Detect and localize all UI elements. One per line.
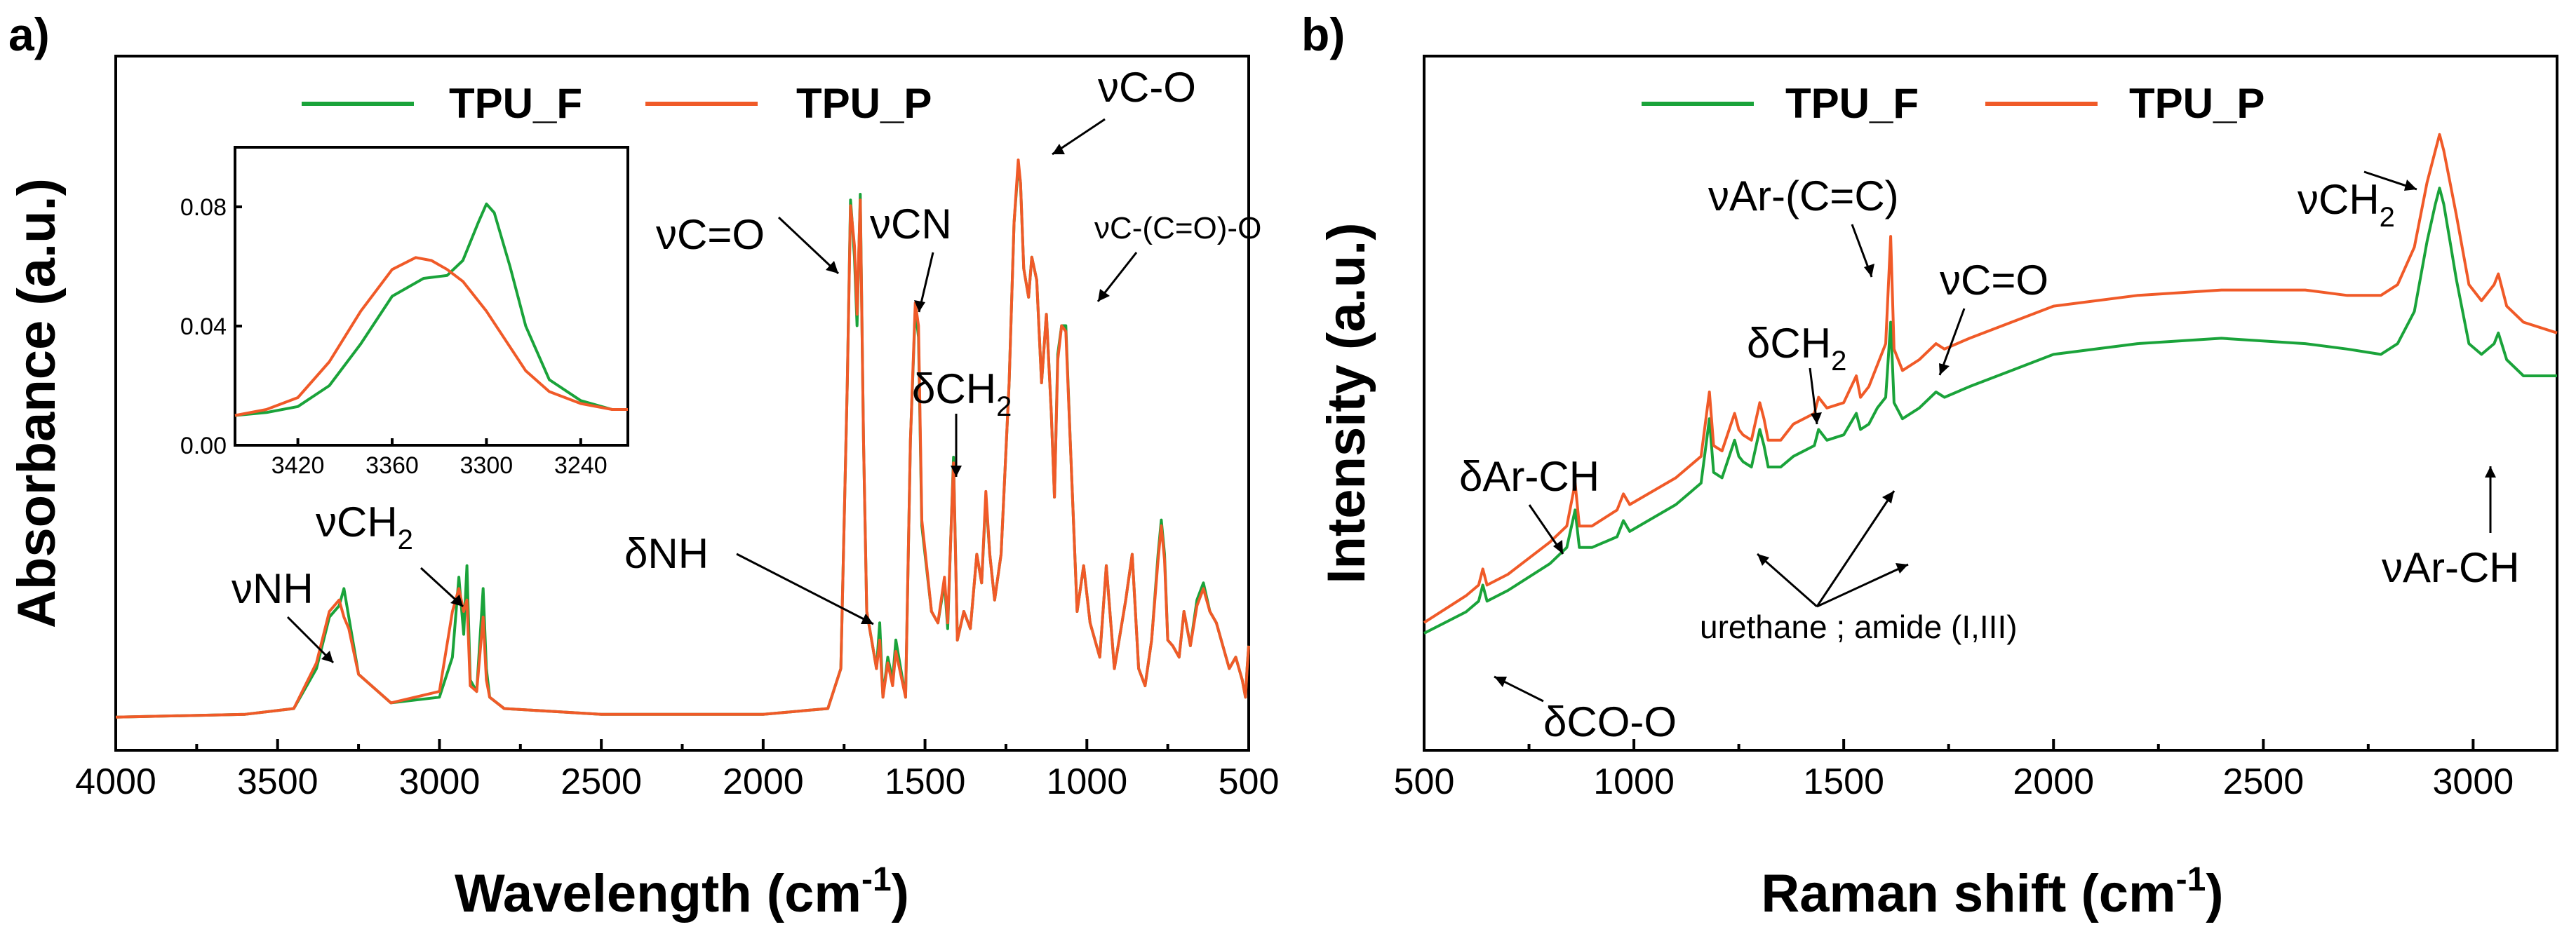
annotation-delta-co-o: δCO-O	[1543, 698, 1677, 745]
inset-x-tick-label-3300: 3300	[460, 452, 514, 479]
legend-label-tpu-p: TPU_P	[796, 80, 932, 127]
annotation-nu-c-co-o: νC-(C=O)-O	[1094, 211, 1261, 245]
arrowhead-nu-ch2-a	[450, 595, 463, 607]
x-tick-label-1000: 1000	[1593, 761, 1675, 802]
x-tick-label-3000: 3000	[2433, 761, 2514, 802]
annotation-delta-ch2-b: δCH2	[1747, 320, 1846, 377]
panel-b-y-axis-title: Intensity (a.u.)	[1317, 222, 1376, 583]
arrowhead-delta-ch2-b	[1811, 412, 1822, 424]
arrow-nu-co-b	[1938, 308, 1966, 376]
panel-a-letter: a)	[8, 8, 50, 60]
panel-a-y-axis-title: Absorbance (a.u.)	[7, 178, 67, 628]
x-tick-label-3000: 3000	[399, 761, 481, 802]
panel-a-x-axis: 4000 3500 3000 2500 2000 1500 1000 500	[75, 739, 1279, 802]
inset-y-tick-label-0: 0.00	[180, 433, 227, 459]
annotation-nu-co-b: νC=O	[1940, 257, 2048, 304]
arrow-urethane-3	[1816, 490, 1896, 607]
legend-label-tpu-p-b: TPU_P	[2129, 80, 2265, 127]
legend-label-tpu-f: TPU_F	[449, 80, 582, 127]
series-line-tpu-p-panel-a	[115, 158, 1250, 719]
arrowhead-nu-cn	[914, 300, 925, 312]
annotation-nu-c-o: νC-O	[1098, 64, 1196, 111]
panel-b-annotations: νAr-(C=C) δCH2 νC=O νCH2 δAr-CH urethane…	[1459, 170, 2520, 745]
arrowhead-nu-c-o	[1052, 144, 1065, 154]
inset-x-tick-label-3240: 3240	[554, 452, 608, 479]
inset-frame	[234, 146, 629, 447]
inset-x-tick-label-3360: 3360	[365, 452, 419, 479]
inset-y-tick-label-1: 0.04	[180, 313, 227, 340]
inset-x-tick-label-3420: 3420	[271, 452, 325, 479]
arrowhead-nu-c-co-o	[1098, 289, 1110, 302]
annotation-delta-ch2-a: δCH2	[912, 365, 1012, 422]
annotation-nu-ar-ch: νAr-CH	[2382, 544, 2520, 591]
annotation-nu-co: νC=O	[656, 211, 765, 258]
panel-b-x-axis-title: Raman shift (cm-1)	[1761, 861, 2223, 923]
arrow-urethane-1	[1757, 553, 1818, 608]
panel-a-series-group	[115, 158, 1250, 719]
annotation-nu-ch2-a: νCH2	[316, 499, 413, 555]
x-tick-label-3500: 3500	[237, 761, 318, 802]
series-line-tpu-f-panel-b	[1423, 187, 2557, 635]
panel-b-letter: b)	[1301, 8, 1345, 60]
inset-series-line-tpu-p	[234, 256, 628, 417]
arrow-urethane-2	[1816, 563, 1909, 608]
annotation-nu-cn: νCN	[870, 201, 952, 248]
panel-b: b) 500 1000 1500 2000 2500 3000 Intensity (a.…	[1301, 8, 2558, 923]
arrow-nu-co	[777, 216, 840, 275]
panel-a-annotations: νNH νCH2 νC=O νCN νC-O νC-(C=O)-O δCH2 δ…	[232, 64, 1261, 664]
inset-y-tick-label-2: 0.08	[180, 194, 227, 221]
arrowhead-delta-nh	[861, 614, 873, 624]
inset-series-line-tpu-f	[234, 202, 628, 417]
panel-b-series-group	[1423, 133, 2558, 635]
arrowhead-nu-co	[826, 261, 838, 273]
x-tick-label-2000: 2000	[723, 761, 804, 802]
x-tick-label-2500: 2500	[2222, 761, 2304, 802]
annotation-nu-ar-cc: νAr-(C=C)	[1708, 172, 1899, 219]
arrowhead-delta-co-o	[1494, 677, 1507, 687]
x-tick-label-500: 500	[1219, 761, 1280, 802]
annotation-nu-nh: νNH	[232, 565, 314, 612]
x-tick-label-500: 500	[1394, 761, 1455, 802]
x-tick-label-4000: 4000	[75, 761, 156, 802]
annotation-delta-ar-ch: δAr-CH	[1459, 453, 1599, 500]
arrowhead-delta-ch2-a	[951, 466, 962, 477]
x-tick-label-2500: 2500	[561, 761, 642, 802]
panel-b-plot-frame	[1423, 55, 2558, 752]
x-tick-label-1500: 1500	[885, 761, 966, 802]
legend-label-tpu-f-b: TPU_F	[1785, 80, 1919, 127]
annotation-nu-ch2-b: νCH2	[2297, 176, 2395, 233]
inset-series-group	[234, 202, 628, 417]
arrowhead-delta-ar-ch	[1553, 540, 1563, 554]
inset-axes: 3420 3360 3300 3240 0.00 0.04 0.08	[180, 194, 608, 479]
arrowhead-urethane-3	[1882, 491, 1894, 503]
panel-a-legend: TPU_F TPU_P	[302, 80, 932, 127]
arrowhead-nu-ar-ch	[2485, 466, 2496, 478]
series-line-tpu-p-panel-b	[1423, 133, 2558, 624]
panel-a: a) 4000 3500 3000 2500 2000 1500 1000 500 Absor…	[7, 8, 1279, 923]
arrowhead-nu-ch2-b	[2404, 180, 2417, 191]
arrowhead-urethane-2	[1896, 563, 1908, 574]
arrowhead-nu-ar-cc	[1864, 264, 1874, 277]
panel-a-inset: 3420 3360 3300 3240 0.00 0.04 0.08	[180, 146, 629, 479]
arrowhead-urethane-1	[1757, 554, 1769, 566]
arrow-delta-nh	[736, 553, 874, 625]
panel-a-x-axis-title: Wavelength (cm-1)	[455, 861, 909, 923]
arrowhead-nu-co-b	[1939, 363, 1950, 375]
x-tick-label-1500: 1500	[1803, 761, 1884, 802]
arrowhead-nu-nh	[321, 651, 333, 663]
annotation-delta-nh: δNH	[624, 530, 709, 577]
panel-b-legend: TPU_F TPU_P	[1642, 80, 2265, 127]
x-tick-label-2000: 2000	[2013, 761, 2094, 802]
panel-b-x-axis: 500 1000 1500 2000 2500 3000	[1394, 739, 2514, 802]
annotation-urethane-amide: urethane ; amide (I,III)	[1700, 609, 2018, 645]
x-tick-label-1000: 1000	[1046, 761, 1127, 802]
